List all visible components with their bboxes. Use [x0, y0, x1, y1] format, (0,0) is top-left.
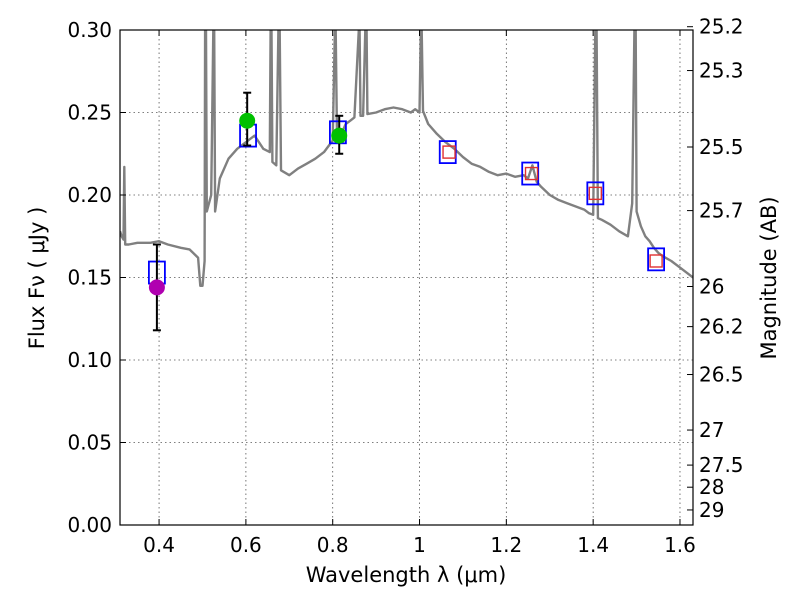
y-axis-label: Flux Fν ( μJy )	[25, 207, 49, 350]
mag-tick-label: 27.5	[699, 453, 744, 477]
mag-tick-label: 25.2	[699, 15, 744, 39]
y-tick-label: 0.25	[67, 101, 112, 125]
y-tick-label: 0.00	[67, 513, 112, 537]
mag-tick-label: 26.5	[699, 363, 744, 387]
mag-tick-label: 29	[699, 498, 724, 522]
detection-point	[331, 127, 348, 144]
x-tick-label: 1	[413, 533, 426, 557]
x-tick-label: 0.8	[317, 533, 349, 557]
mag-tick-label: 26.2	[699, 315, 744, 339]
y-tick-label: 0.10	[67, 348, 112, 372]
x-tick-label: 0.6	[230, 533, 262, 557]
sed-model-line	[120, 30, 693, 287]
mag-tick-label: 26	[699, 275, 724, 299]
y-tick-label: 0.20	[67, 183, 112, 207]
y-tick-label: 0.15	[67, 266, 112, 290]
mag-tick-label: 25.3	[699, 59, 744, 83]
observed-photometry-square	[649, 254, 663, 268]
mag-tick-label: 25.5	[699, 135, 744, 159]
y-tick-label: 0.05	[67, 431, 112, 455]
y-axis-right-label: Magnitude (AB)	[757, 196, 781, 359]
observed-photometry-square	[442, 145, 456, 159]
x-axis-label: Wavelength λ (μm)	[306, 563, 507, 587]
mag-tick-label: 28	[699, 475, 724, 499]
plot-area	[120, 30, 693, 332]
x-tick-label: 1.6	[664, 533, 696, 557]
model-photometry-square	[647, 247, 666, 272]
detection-point	[148, 279, 165, 296]
x-tick-label: 1.4	[577, 533, 609, 557]
x-tick-label: 1.2	[490, 533, 522, 557]
model-photometry-square	[586, 181, 605, 206]
observed-photometry-square	[588, 186, 603, 201]
axis-ticks: 0.4 0.6 0.8 1 1.2 1.4 1.6 0.00 0.05 0.10 0.15 0.20 0…	[67, 15, 743, 557]
detection-point	[239, 112, 256, 129]
y-tick-label: 0.30	[67, 18, 112, 42]
mag-tick-label: 25.7	[699, 199, 744, 223]
x-tick-label: 0.4	[143, 533, 175, 557]
mag-tick-label: 27	[699, 418, 724, 442]
observed-photometry-square	[524, 166, 539, 181]
